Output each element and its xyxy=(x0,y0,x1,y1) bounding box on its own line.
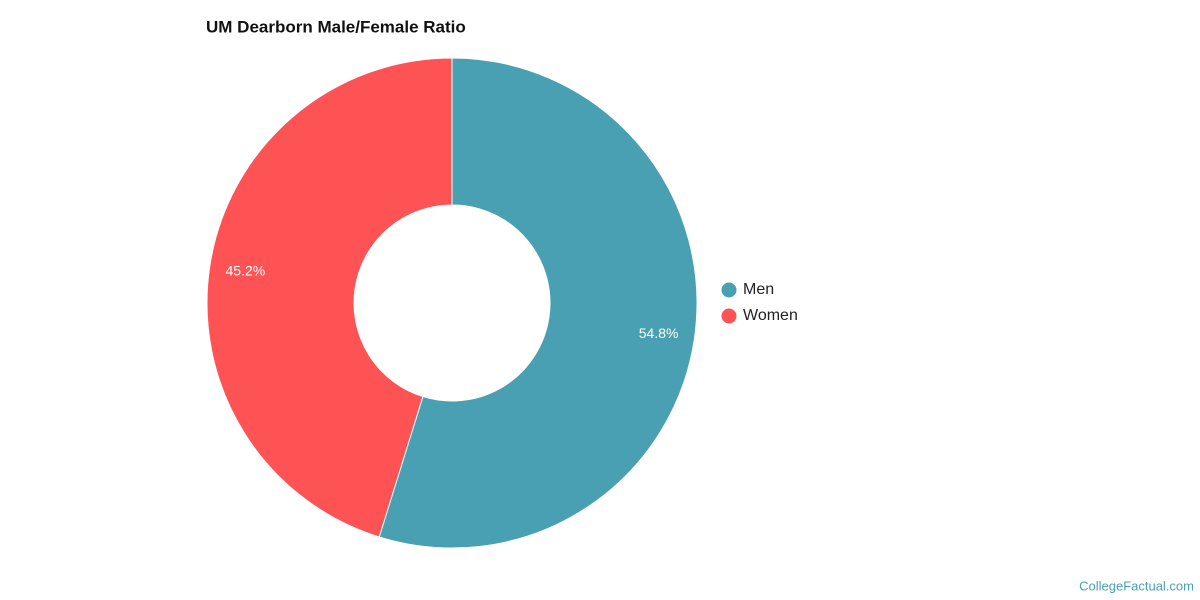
data-label: 54.8% xyxy=(639,325,679,341)
legend-marker xyxy=(721,308,737,324)
credit[interactable]: CollegeFactual.com xyxy=(1079,578,1194,593)
legend-label: Women xyxy=(743,307,798,324)
donut-slice xyxy=(206,57,453,538)
donut-slice xyxy=(378,57,698,549)
legend-label: Men xyxy=(743,281,774,298)
chart-title: UM Dearborn Male/Female Ratio xyxy=(206,17,466,36)
data-label: 45.2% xyxy=(226,262,266,278)
legend-marker xyxy=(721,282,737,298)
